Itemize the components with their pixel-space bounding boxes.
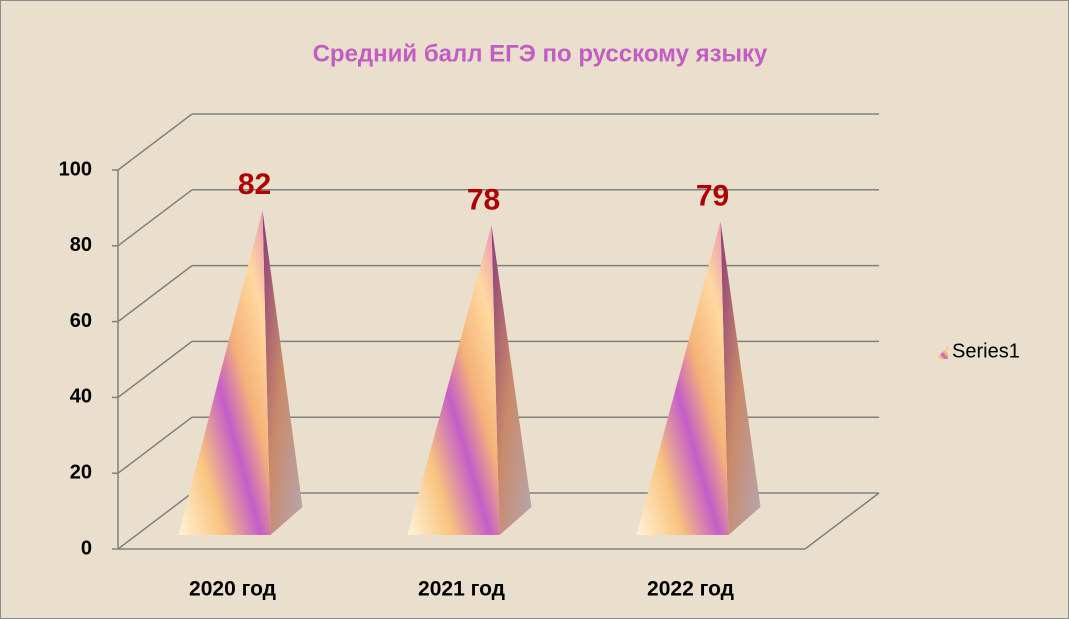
pyramid-front <box>178 210 271 535</box>
pyramid-side <box>491 225 532 535</box>
data-label: 82 <box>238 168 271 201</box>
data-label: 79 <box>696 180 729 213</box>
y-tick-label: 80 <box>70 234 92 256</box>
pyramid <box>636 221 761 535</box>
grid-line <box>117 189 193 247</box>
y-tick-label: 40 <box>70 386 92 408</box>
y-tick-label: 100 <box>59 158 92 180</box>
pyramid-front <box>636 221 729 535</box>
y-tick-label: 20 <box>70 461 92 483</box>
x-tick-label: 2022 год <box>647 578 734 601</box>
pyramid <box>407 225 532 535</box>
pyramid-side <box>262 210 303 535</box>
y-tick-label: 0 <box>81 537 92 559</box>
pyramid <box>178 210 303 535</box>
x-tick-label: 2021 год <box>418 578 505 601</box>
pyramid-side <box>720 221 761 535</box>
grid-line <box>117 265 193 323</box>
grid-line <box>117 340 193 398</box>
floor-edge <box>804 492 880 550</box>
grid-line <box>117 113 193 171</box>
grid-line <box>117 416 193 474</box>
legend-label: Series1 <box>952 340 1020 362</box>
y-tick-label: 60 <box>70 310 92 332</box>
pyramid-front <box>407 225 500 535</box>
x-tick-label: 2020 год <box>189 578 276 601</box>
data-label: 78 <box>467 183 500 216</box>
grid-line <box>117 492 193 550</box>
legend-swatch <box>936 346 948 359</box>
chart-title: Средний балл ЕГЭ по русскому языку <box>313 40 768 67</box>
